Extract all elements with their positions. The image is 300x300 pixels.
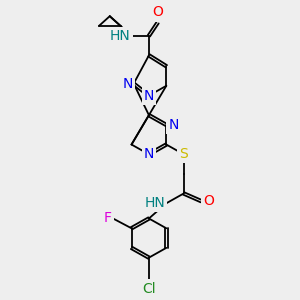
Text: S: S	[179, 147, 188, 161]
Text: N: N	[144, 147, 154, 161]
Text: O: O	[152, 5, 163, 20]
Text: HN: HN	[145, 196, 165, 210]
Text: O: O	[203, 194, 214, 208]
Text: N: N	[169, 118, 179, 132]
Text: Cl: Cl	[142, 282, 156, 296]
Text: N: N	[144, 88, 154, 103]
Text: F: F	[104, 212, 112, 226]
Text: HN: HN	[110, 29, 130, 43]
Text: N: N	[122, 76, 133, 91]
